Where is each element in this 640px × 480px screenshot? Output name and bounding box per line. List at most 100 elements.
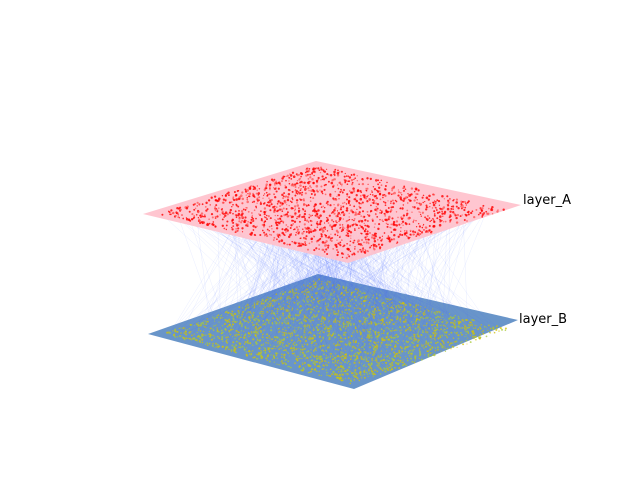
layer-a-node bbox=[419, 233, 422, 235]
layer-a-node bbox=[215, 208, 218, 210]
layer-b-node bbox=[233, 346, 235, 349]
layer-b-node bbox=[232, 341, 235, 344]
layer-a-node bbox=[358, 183, 360, 186]
layer-b-node bbox=[315, 355, 318, 358]
layer-b-node bbox=[318, 303, 320, 305]
layer-b-node bbox=[429, 351, 432, 355]
layer-b-node bbox=[471, 318, 474, 321]
layer-a-node bbox=[261, 220, 264, 222]
layer-a-node bbox=[291, 197, 294, 199]
layer-b-node bbox=[403, 314, 406, 317]
layer-b-node bbox=[389, 329, 392, 332]
layer-b-node bbox=[228, 318, 231, 321]
layer-b-node bbox=[201, 321, 205, 324]
layer-b-node bbox=[349, 320, 351, 322]
layer-a-node bbox=[335, 248, 339, 252]
layer-a-node bbox=[284, 184, 286, 187]
layer-a-node bbox=[272, 187, 275, 189]
layer-b-node bbox=[405, 330, 407, 332]
layer-b-node bbox=[278, 321, 281, 324]
layer-a-node bbox=[336, 234, 339, 237]
layer-b-node bbox=[310, 368, 314, 371]
layer-b-node bbox=[294, 342, 296, 344]
layer-b-node bbox=[303, 316, 306, 319]
layer-b-node bbox=[328, 345, 330, 347]
layer-a-node bbox=[370, 204, 372, 207]
layer-a-node bbox=[356, 241, 359, 243]
layer-b-node bbox=[320, 322, 323, 325]
layer-b-node bbox=[427, 342, 430, 344]
layer-a-node bbox=[362, 194, 365, 197]
layer-b-node bbox=[273, 361, 275, 363]
layer-a-node bbox=[273, 193, 275, 196]
layer-a-node bbox=[326, 200, 329, 203]
layer-b-node bbox=[487, 329, 489, 331]
layer-b-node bbox=[226, 325, 229, 328]
layer-a-node bbox=[261, 229, 264, 232]
layer-b-node bbox=[345, 377, 347, 380]
layer-b-node bbox=[257, 339, 259, 342]
layer-b-node bbox=[380, 354, 383, 356]
layer-a-node bbox=[329, 224, 332, 227]
layer-a-node bbox=[381, 219, 384, 221]
layer-b-node bbox=[264, 321, 267, 324]
layer-a-node bbox=[260, 210, 262, 213]
layer-b-node bbox=[305, 297, 308, 299]
layer-a-node bbox=[283, 192, 286, 195]
layer-a-node bbox=[439, 215, 442, 218]
layer-b-node bbox=[270, 354, 272, 356]
layer-b-node bbox=[416, 345, 419, 347]
layer-a-node bbox=[295, 231, 297, 234]
layer-b-node bbox=[321, 368, 324, 370]
layer-a-node bbox=[284, 228, 287, 231]
layer-a-node bbox=[344, 179, 347, 183]
layer-b-node bbox=[376, 364, 379, 367]
layer-b-node bbox=[467, 337, 469, 339]
layer-a-node bbox=[254, 226, 257, 229]
layer-b-node bbox=[295, 291, 298, 295]
layer-b-node bbox=[305, 326, 307, 328]
layer-b-node bbox=[492, 326, 494, 328]
layer-b-node bbox=[287, 304, 290, 308]
layer-a-node bbox=[358, 213, 361, 215]
layer-b-node bbox=[187, 337, 189, 340]
layer-b-node bbox=[376, 370, 379, 373]
layer-b-node bbox=[240, 324, 243, 327]
layer-a-node bbox=[369, 193, 372, 196]
layer-b-node bbox=[236, 316, 239, 319]
layer-a-node bbox=[438, 204, 441, 206]
layer-a-node bbox=[405, 222, 408, 226]
layer-a-node bbox=[460, 203, 463, 206]
layer-a-node bbox=[214, 209, 217, 212]
layer-a-node bbox=[335, 199, 337, 201]
layer-b-node bbox=[292, 300, 294, 302]
layer-a-node bbox=[340, 239, 343, 241]
layer-b-node bbox=[199, 330, 202, 332]
layer-a-node bbox=[336, 184, 339, 186]
layer-b-node bbox=[346, 373, 349, 376]
layer-b-node bbox=[426, 350, 429, 353]
layer-b-node bbox=[363, 376, 366, 379]
layer-b-node bbox=[276, 357, 278, 360]
layer-a-node bbox=[253, 200, 256, 203]
layer-b-node bbox=[243, 343, 246, 345]
layer-b-node bbox=[313, 369, 315, 371]
layer-b-node bbox=[284, 358, 287, 361]
layer-a-node bbox=[311, 173, 313, 175]
layer-a-node bbox=[289, 227, 292, 229]
layer-a-node bbox=[332, 248, 335, 250]
layer-b-node bbox=[396, 334, 398, 336]
layer-b-node bbox=[444, 350, 447, 352]
layer-a-node bbox=[271, 199, 273, 201]
layer-b-node bbox=[394, 340, 398, 344]
layer-b-node bbox=[454, 326, 456, 329]
layer-b-node bbox=[278, 348, 281, 350]
layer-b-node bbox=[395, 308, 398, 311]
layer-a-node bbox=[244, 188, 247, 191]
layer-b-node bbox=[479, 326, 481, 329]
layer-b-node bbox=[433, 354, 436, 357]
layer-a-node bbox=[317, 167, 320, 170]
layer-b-node bbox=[213, 337, 215, 339]
layer-a-node bbox=[412, 230, 415, 233]
layer-b-node bbox=[370, 322, 373, 325]
